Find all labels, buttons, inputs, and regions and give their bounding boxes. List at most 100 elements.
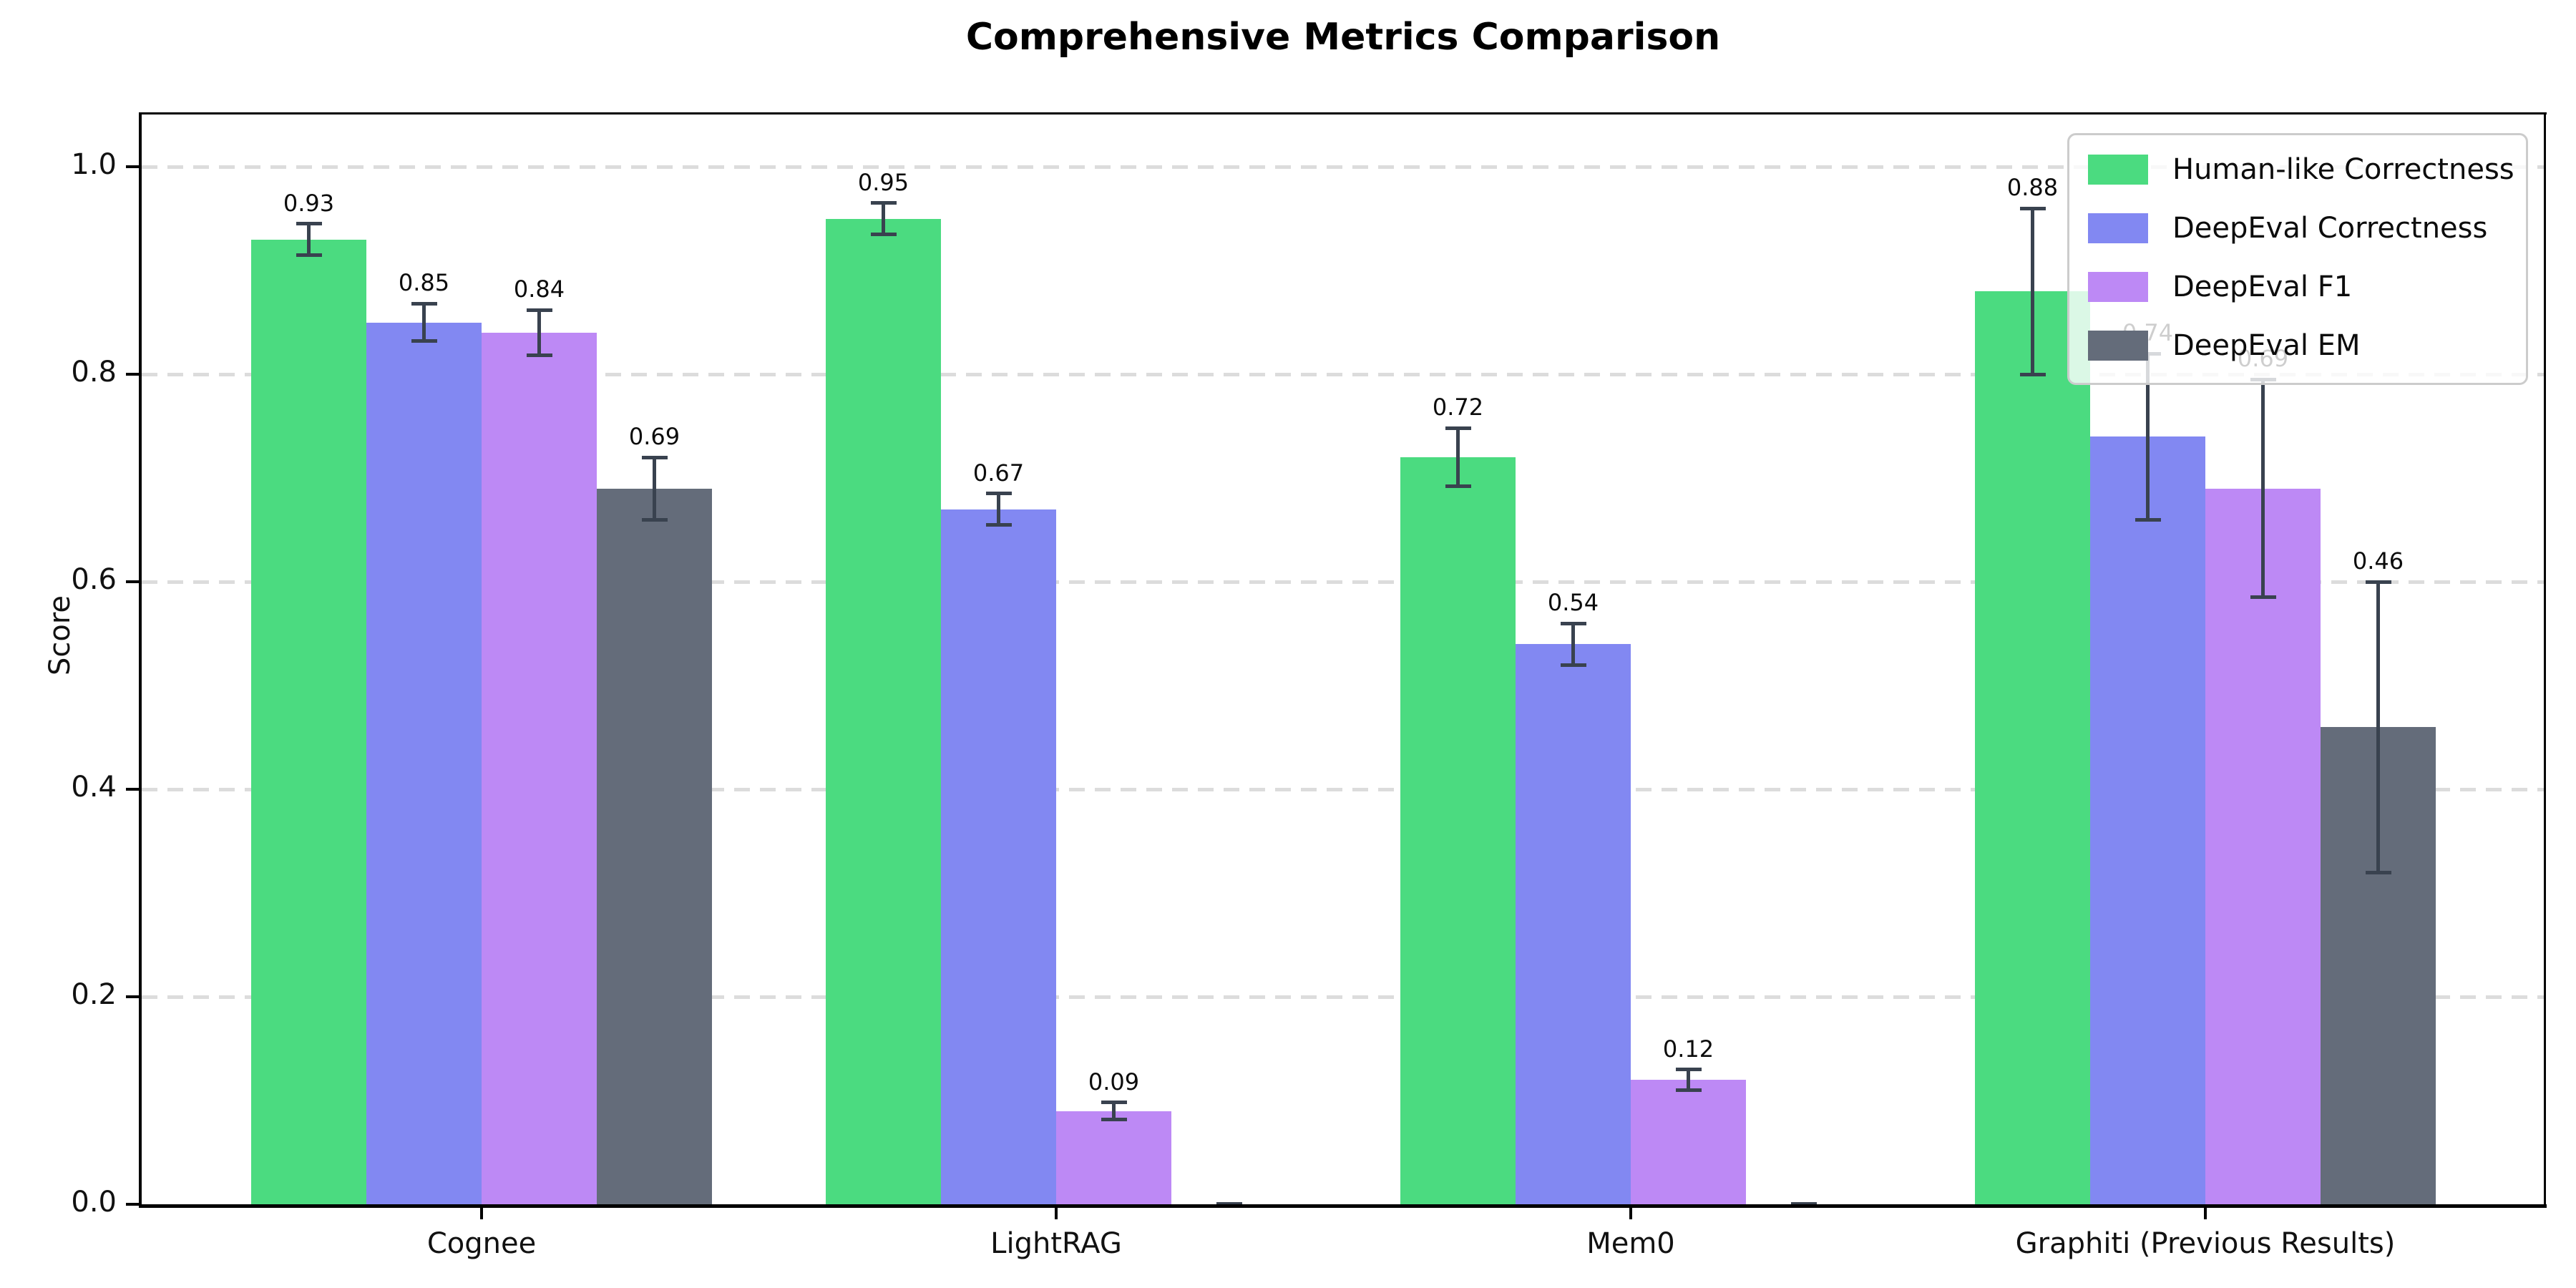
ytick-label-0.6: 0.6: [71, 563, 117, 596]
legend-swatch-icon: [2088, 213, 2148, 243]
xtick-label-0: Cognee: [426, 1227, 537, 1260]
errorbar-stem: [2376, 582, 2380, 872]
bar-deepeval-correctness-1: [941, 509, 1056, 1204]
bar-value-label: 0.95: [857, 168, 909, 196]
ytick-label-0.2: 0.2: [71, 978, 117, 1011]
xtick-mark-1: [1055, 1208, 1058, 1219]
ytick-label-0.0: 0.0: [71, 1186, 117, 1219]
ytick-mark-0.6: [126, 580, 139, 583]
legend-swatch-icon: [2088, 272, 2148, 302]
axis-spine-left: [139, 114, 142, 1208]
errorbar-stem: [307, 223, 311, 255]
bar-value-label: 0.93: [283, 189, 335, 217]
gridline-1.0: [142, 165, 2544, 169]
errorbar-cap: [1101, 1117, 1127, 1121]
errorbar-stem: [882, 203, 885, 235]
bar-human-like-correctness-1: [826, 218, 941, 1204]
gridline-0.6: [142, 580, 2544, 584]
bar-deepeval-em-0: [597, 488, 712, 1204]
bar-deepeval-f1-1: [1056, 1111, 1171, 1204]
bar-human-like-correctness-3: [1975, 291, 2090, 1204]
xtick-mark-0: [480, 1208, 483, 1219]
errorbar-stem: [2031, 208, 2034, 374]
errorbar-cap: [1101, 1101, 1127, 1105]
bar-value-label: 0.72: [1432, 394, 1484, 421]
bar-value-label: 0.67: [972, 459, 1025, 487]
ytick-label-0.4: 0.4: [71, 771, 117, 804]
errorbar-cap: [2365, 870, 2391, 874]
ytick-label-0.8: 0.8: [71, 356, 117, 389]
axis-spine-top: [139, 112, 2547, 114]
errorbar-cap: [1445, 426, 1471, 430]
errorbar-stem: [537, 310, 541, 356]
errorbar-cap: [2019, 206, 2046, 210]
errorbar-cap: [2365, 580, 2391, 584]
errorbar-stem: [1571, 623, 1575, 665]
xtick-label-2: Mem0: [1586, 1227, 1675, 1260]
errorbar-cap: [985, 492, 1012, 496]
legend-row-3: DeepEval EM: [2088, 324, 2360, 367]
bar-value-label: 0.69: [628, 423, 680, 450]
errorbar-cap: [2250, 595, 2276, 600]
bar-deepeval-f1-2: [1631, 1080, 1746, 1204]
bar-deepeval-em-2: [1790, 1202, 1817, 1204]
errorbar-cap: [1445, 484, 1471, 489]
ytick-mark-1.0: [126, 165, 139, 168]
errorbar-cap: [2135, 517, 2161, 522]
errorbar-cap: [1675, 1068, 1702, 1071]
legend: Human-like Correctness DeepEval Correctne…: [2067, 133, 2528, 385]
ytick-mark-0.2: [126, 995, 139, 998]
errorbar-stem: [1112, 1102, 1116, 1120]
bar-deepeval-f1-3: [2205, 488, 2321, 1204]
errorbar-cap: [526, 353, 552, 358]
legend-swatch-icon: [2088, 331, 2148, 361]
errorbar-cap: [296, 253, 322, 257]
ytick-label-1.0: 1.0: [71, 148, 117, 181]
errorbar-stem: [997, 493, 1000, 525]
legend-row-0: Human-like Correctness: [2088, 148, 2514, 191]
xtick-mark-2: [1629, 1208, 1632, 1219]
bar-value-label: 0.85: [398, 269, 450, 297]
bar-value-label: 0.12: [1662, 1035, 1714, 1063]
bar-deepeval-correctness-0: [366, 322, 482, 1204]
errorbar-stem: [422, 303, 426, 341]
errorbar-stem: [653, 457, 656, 519]
errorbar-cap: [1560, 663, 1586, 667]
errorbar-cap: [985, 522, 1012, 527]
bar-value-label: 0.09: [1088, 1068, 1140, 1096]
bar-human-like-correctness-2: [1400, 457, 1516, 1204]
legend-label: DeepEval Correctness: [2172, 212, 2488, 245]
xtick-label-3: Graphiti (Previous Results): [2015, 1227, 2396, 1260]
bar-value-label: 0.46: [2352, 547, 2404, 575]
ytick-mark-0.8: [126, 373, 139, 376]
errorbar-cap: [1675, 1088, 1702, 1092]
errorbar-cap: [641, 455, 668, 459]
legend-swatch-icon: [2088, 155, 2148, 185]
errorbar-cap: [1560, 621, 1586, 625]
bar-value-label: 0.54: [1547, 589, 1599, 616]
errorbar-cap: [296, 222, 322, 226]
errorbar-cap: [870, 201, 897, 205]
errorbar-cap: [411, 301, 437, 306]
ytick-mark-0.0: [126, 1203, 139, 1206]
errorbar-cap: [2019, 372, 2046, 376]
legend-row-1: DeepEval Correctness: [2088, 207, 2487, 250]
bar-deepeval-correctness-2: [1516, 644, 1631, 1204]
bar-deepeval-correctness-3: [2090, 436, 2205, 1204]
errorbar-stem: [1687, 1069, 1690, 1091]
bar-value-label: 0.84: [513, 275, 565, 303]
errorbar-stem: [2146, 353, 2150, 519]
gridline-0.2: [142, 995, 2544, 999]
bar-human-like-correctness-0: [251, 239, 366, 1204]
xtick-mark-3: [2204, 1208, 2207, 1219]
bar-deepeval-f1-0: [482, 333, 597, 1204]
errorbar-stem: [1456, 428, 1460, 487]
bar-value-label: 0.88: [2006, 174, 2059, 201]
errorbar-cap: [641, 517, 668, 522]
chart-title: Comprehensive Metrics Comparison: [965, 16, 1721, 59]
errorbar-cap: [411, 339, 437, 343]
errorbar-stem: [2261, 379, 2265, 597]
errorbar-cap: [526, 308, 552, 312]
